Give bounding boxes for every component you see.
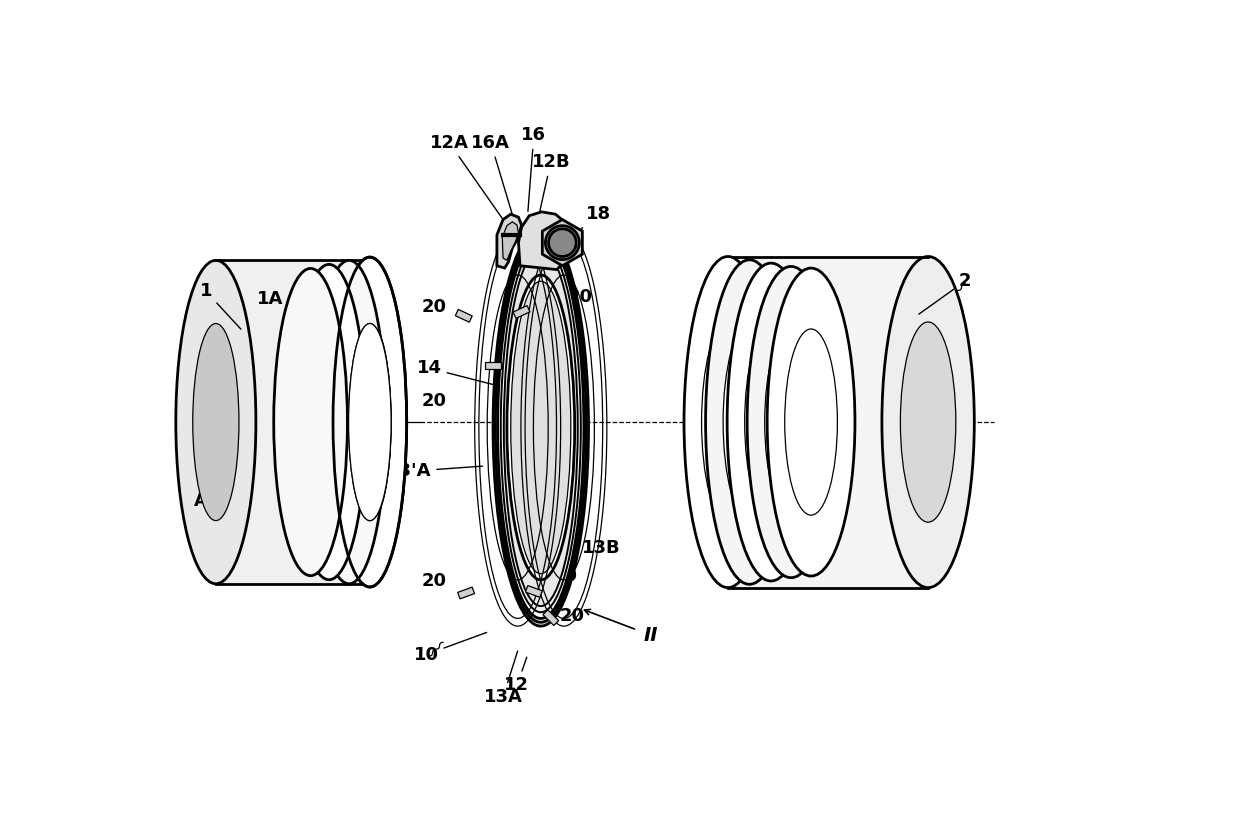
Ellipse shape — [785, 329, 837, 515]
Text: 20: 20 — [422, 392, 446, 409]
Polygon shape — [216, 261, 370, 584]
Polygon shape — [502, 222, 518, 261]
Ellipse shape — [293, 265, 366, 579]
Text: 16: 16 — [521, 126, 547, 211]
Polygon shape — [542, 220, 583, 266]
Ellipse shape — [176, 261, 255, 584]
Ellipse shape — [495, 233, 587, 622]
Text: 16A: 16A — [471, 134, 513, 217]
Ellipse shape — [745, 326, 797, 519]
Ellipse shape — [348, 323, 391, 520]
Text: 20: 20 — [552, 567, 577, 585]
Text: 20: 20 — [422, 297, 446, 316]
Ellipse shape — [494, 229, 589, 626]
Text: 10: 10 — [414, 632, 486, 664]
Text: A: A — [193, 492, 207, 509]
Ellipse shape — [192, 323, 239, 520]
Text: 20: 20 — [568, 287, 593, 306]
Ellipse shape — [274, 268, 347, 575]
Polygon shape — [543, 610, 559, 625]
Ellipse shape — [548, 229, 577, 256]
Text: 18: 18 — [564, 205, 611, 243]
Polygon shape — [513, 306, 529, 318]
Ellipse shape — [511, 281, 570, 574]
Ellipse shape — [748, 266, 835, 578]
Polygon shape — [458, 587, 475, 599]
Ellipse shape — [312, 261, 386, 584]
Ellipse shape — [900, 322, 956, 522]
Polygon shape — [526, 585, 542, 597]
Text: 1A: 1A — [257, 290, 310, 328]
Ellipse shape — [507, 275, 574, 580]
Text: 20: 20 — [559, 607, 585, 625]
Text: 20: 20 — [422, 573, 446, 590]
Text: 13B: 13B — [577, 533, 620, 557]
Text: 14: 14 — [417, 359, 492, 384]
Text: 13'A: 13'A — [387, 463, 482, 480]
Ellipse shape — [497, 236, 584, 619]
Ellipse shape — [684, 256, 771, 588]
Ellipse shape — [723, 324, 776, 520]
Text: 12: 12 — [505, 657, 529, 695]
Ellipse shape — [503, 249, 578, 606]
Text: 12A: 12A — [430, 134, 507, 225]
Ellipse shape — [768, 268, 854, 576]
Ellipse shape — [494, 229, 589, 626]
Polygon shape — [485, 362, 501, 369]
Ellipse shape — [348, 323, 391, 520]
Polygon shape — [497, 214, 522, 268]
Polygon shape — [728, 256, 928, 588]
Text: 2: 2 — [919, 272, 971, 314]
Text: 1B: 1B — [298, 311, 340, 343]
Ellipse shape — [882, 256, 975, 588]
Text: 12B: 12B — [532, 153, 570, 229]
Ellipse shape — [706, 260, 794, 584]
Ellipse shape — [334, 257, 407, 587]
Polygon shape — [455, 310, 472, 322]
Ellipse shape — [765, 328, 817, 516]
Ellipse shape — [348, 321, 391, 523]
Polygon shape — [518, 212, 568, 270]
Text: 13A: 13A — [484, 651, 522, 706]
Ellipse shape — [702, 322, 754, 522]
Ellipse shape — [727, 263, 815, 581]
Text: 1: 1 — [200, 282, 241, 329]
Text: II: II — [644, 626, 658, 645]
Text: 2A: 2A — [791, 282, 832, 317]
Ellipse shape — [501, 243, 580, 612]
Text: 13'B: 13'B — [503, 395, 548, 413]
